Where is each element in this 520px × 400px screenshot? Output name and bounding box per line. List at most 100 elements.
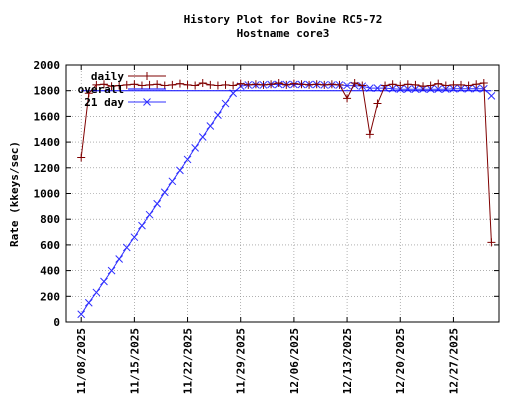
series-layer (77, 78, 496, 319)
data-point (145, 80, 154, 89)
data-point (84, 298, 93, 307)
chart-title: History Plot for Bovine RC5-72 (184, 13, 383, 26)
y-tick-label: 600 (40, 239, 60, 252)
series-line (80, 82, 492, 243)
y-tick-label: 2000 (34, 59, 61, 72)
data-point (122, 243, 131, 252)
data-point (403, 85, 412, 94)
data-point (191, 144, 199, 152)
data-point (84, 89, 93, 98)
data-point (259, 80, 268, 89)
data-point (305, 80, 314, 89)
data-point (457, 80, 466, 89)
data-point (396, 81, 405, 90)
legend-item: overall (78, 83, 166, 96)
data-point (107, 266, 116, 275)
data-point (229, 81, 238, 90)
data-point (441, 81, 450, 90)
data-point (100, 277, 108, 286)
data-point (343, 94, 352, 103)
data-point (206, 122, 215, 130)
data-point (213, 81, 222, 90)
data-point (138, 221, 146, 230)
data-point (153, 199, 162, 208)
data-point (487, 238, 496, 247)
x-tick-label: 11/29/2025 (235, 328, 248, 394)
data-point (143, 98, 151, 106)
legend-label: daily (91, 70, 124, 83)
data-point (168, 177, 177, 186)
legend-label: overall (78, 83, 124, 96)
data-point (274, 78, 283, 87)
data-point (145, 210, 154, 219)
data-point (236, 79, 245, 88)
data-point (99, 80, 108, 89)
data-point (92, 288, 101, 297)
y-axis: 0 200 400 600 800 1000 1200 1400 1600 1800 2000 (34, 59, 499, 329)
data-point (289, 79, 298, 88)
data-point (327, 80, 336, 89)
data-point (365, 130, 374, 139)
data-point (130, 80, 139, 89)
data-point (419, 82, 428, 91)
y-tick-label: 1600 (34, 110, 61, 123)
data-point (426, 81, 435, 90)
data-point (449, 80, 458, 89)
y-tick-label: 1400 (34, 136, 61, 149)
data-point (183, 155, 192, 164)
data-point (312, 80, 321, 89)
data-point (115, 255, 124, 263)
data-point (358, 81, 367, 90)
data-point (464, 81, 473, 90)
data-point (388, 80, 397, 89)
chart-subtitle: Hostname core3 (237, 27, 330, 40)
x-tick-label: 12/20/2025 (394, 328, 407, 394)
data-point (282, 80, 291, 89)
data-point (130, 233, 139, 242)
data-point (373, 99, 382, 108)
y-tick-label: 0 (53, 316, 60, 329)
data-point (183, 80, 192, 89)
data-point (160, 188, 169, 197)
y-tick-label: 400 (40, 265, 60, 278)
data-point (137, 81, 146, 90)
data-point (198, 133, 207, 141)
x-tick-label: 12/27/2025 (447, 328, 460, 394)
data-point (206, 80, 215, 89)
x-axis: 11/08/2025 11/15/2025 11/22/2025 11/29/2025… (75, 65, 460, 394)
x-tick-label: 11/15/2025 (128, 328, 141, 394)
data-point (153, 80, 162, 89)
data-point (143, 72, 151, 80)
data-point (320, 80, 329, 89)
grid-lines (66, 65, 499, 322)
x-tick-label: 12/06/2025 (288, 328, 301, 394)
data-point (411, 85, 420, 94)
data-point (214, 111, 222, 119)
data-point (267, 80, 276, 89)
data-point (77, 153, 86, 162)
data-point (251, 80, 260, 89)
series-line (80, 84, 492, 315)
data-point (176, 166, 184, 175)
data-point (122, 80, 131, 89)
x-tick-label: 11/08/2025 (75, 328, 88, 394)
data-point (92, 80, 101, 89)
data-point (297, 80, 306, 89)
y-axis-label: Rate (kkeys/sec) (8, 141, 21, 247)
legend-item: 21 day (84, 96, 166, 109)
data-point (191, 81, 200, 90)
x-tick-label: 11/22/2025 (182, 328, 195, 394)
data-point (160, 81, 169, 90)
data-point (487, 91, 496, 100)
data-point (479, 78, 488, 87)
data-point (77, 310, 86, 319)
data-point (221, 99, 230, 108)
data-point (107, 82, 116, 91)
data-point (381, 81, 390, 90)
data-point (472, 80, 481, 89)
y-tick-label: 200 (40, 290, 60, 303)
series-daily (77, 78, 496, 247)
y-tick-label: 800 (40, 213, 60, 226)
